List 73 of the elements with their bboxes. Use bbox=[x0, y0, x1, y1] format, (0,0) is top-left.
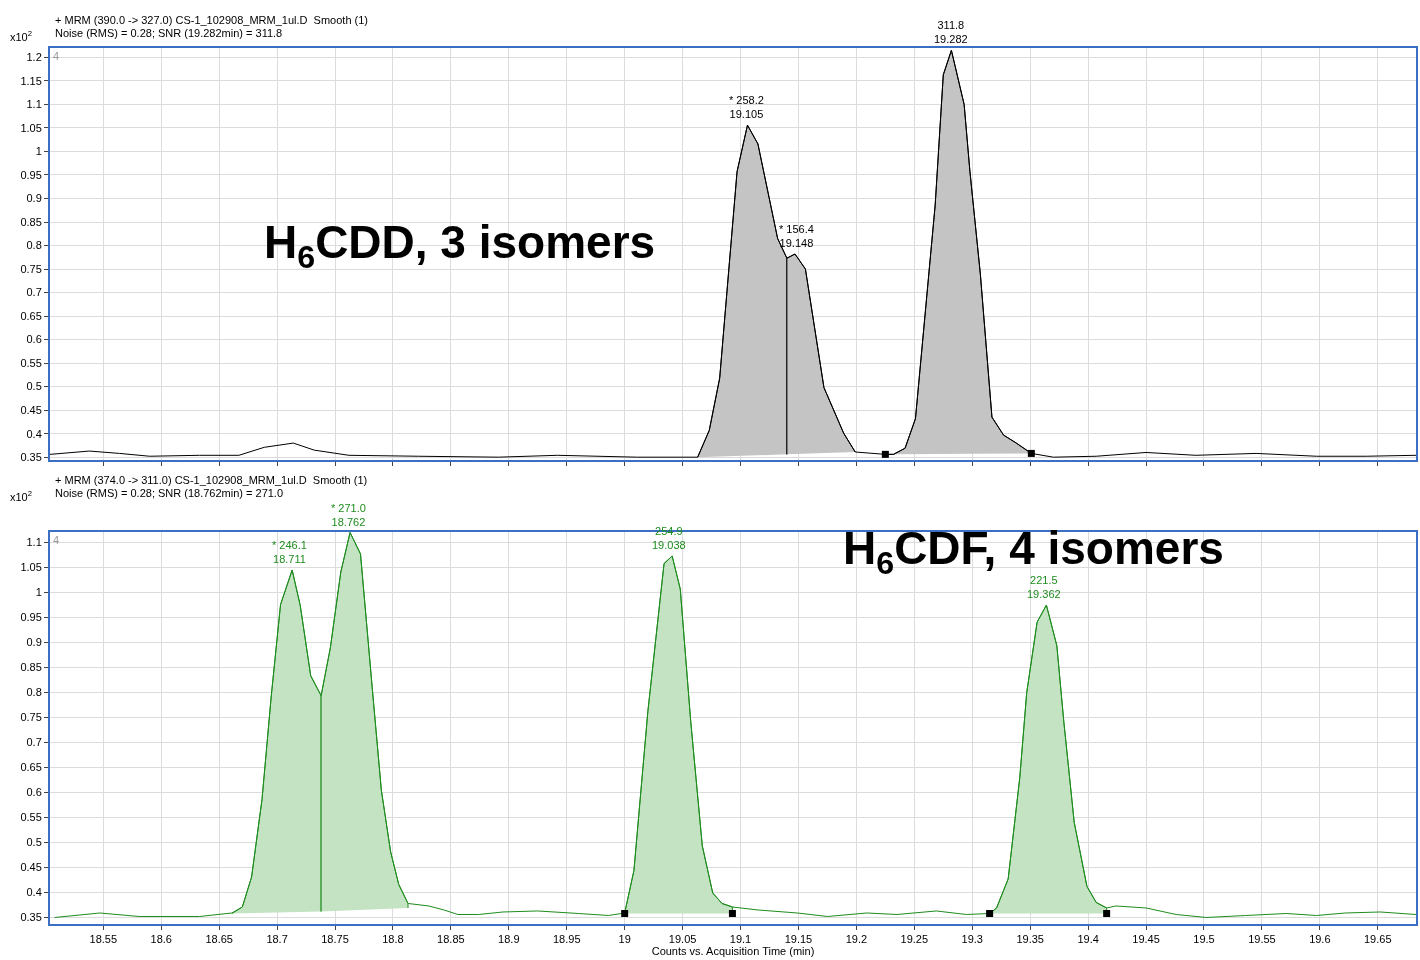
y-tick-label: 0.45 bbox=[20, 861, 42, 874]
annotation: * 258.2 19.105 bbox=[729, 94, 764, 121]
x-tick-label: 19.55 bbox=[1248, 933, 1276, 946]
x-tick-label: 19.4 bbox=[1077, 933, 1099, 946]
y-tick-label: 0.55 bbox=[20, 811, 42, 824]
y-tick-label: 1 bbox=[35, 145, 42, 158]
x-tick-label: 19.1 bbox=[729, 933, 752, 946]
y-tick-label: 0.8 bbox=[26, 239, 42, 252]
y-tick-label: 0.75 bbox=[20, 711, 42, 724]
x-tick-label: 19.15 bbox=[784, 933, 813, 946]
x-tick-label: 18.8 bbox=[382, 933, 404, 946]
x-tick-label: 18.85 bbox=[437, 933, 465, 946]
y-axis-title: x10$^{2}$ bbox=[10, 489, 33, 503]
y-tick-label: 1.15 bbox=[20, 74, 42, 87]
y-tick-label: 0.4 bbox=[26, 427, 42, 440]
x-tick-label: 18.65 bbox=[205, 933, 233, 946]
y-tick-label: 0.5 bbox=[26, 836, 42, 849]
y-tick-label: 0.6 bbox=[26, 333, 42, 346]
y-tick-label: 0.7 bbox=[26, 736, 42, 749]
x-tick-label: 18.7 bbox=[266, 933, 288, 946]
x-tick-label: 18.95 bbox=[552, 933, 581, 946]
annotation: 4 bbox=[53, 50, 60, 62]
y-tick-label: 1.1 bbox=[26, 98, 42, 111]
annotation: 221.5 19.362 bbox=[1027, 574, 1061, 601]
chart-title: + MRM (374.0 -> 311.0) CS-1_102908_MRM_1ul.D Smooth (1) bbox=[55, 474, 368, 486]
x-tick-label: 19.35 bbox=[1016, 933, 1044, 946]
y-tick-label: 0.9 bbox=[26, 192, 42, 205]
y-tick-label: 0.7 bbox=[26, 286, 42, 299]
y-tick-label: 0.55 bbox=[20, 356, 42, 369]
chart-title: + MRM (390.0 -> 327.0) CS-1_102908_MRM_1ul.D Smooth (1) bbox=[55, 14, 369, 26]
y-axis-title: x10$^{2}$ bbox=[10, 29, 33, 43]
annotation: H$_{6}$CDD, 3 isomers bbox=[264, 216, 656, 275]
y-tick-label: 0.9 bbox=[26, 635, 42, 648]
annotation: * 156.4 19.148 bbox=[779, 223, 814, 250]
x-axis-title: Counts vs. Acquisition Time (min) bbox=[651, 945, 815, 958]
x-tick-label: 19.25 bbox=[900, 933, 929, 946]
x-tick-label: 18.9 bbox=[498, 933, 520, 946]
y-tick-label: 0.95 bbox=[20, 168, 42, 181]
annotation: 311.8 19.282 bbox=[934, 19, 968, 46]
y-tick-label: 0.95 bbox=[20, 610, 42, 623]
y-tick-label: 1.05 bbox=[20, 121, 42, 134]
y-tick-label: 0.85 bbox=[20, 215, 42, 228]
annotation: 4 bbox=[53, 534, 60, 546]
y-tick-label: 0.45 bbox=[20, 404, 42, 416]
x-tick-label: 19.6 bbox=[1309, 933, 1331, 946]
x-tick-label: 18.6 bbox=[150, 933, 172, 946]
annotation: * 246.1 18.711 bbox=[272, 539, 307, 566]
y-tick-label: 1 bbox=[35, 585, 42, 598]
y-tick-label: 1.2 bbox=[26, 51, 42, 64]
x-tick-label: 19.65 bbox=[1364, 933, 1392, 946]
y-tick-label: 1.05 bbox=[20, 560, 42, 573]
y-tick-label: 0.8 bbox=[26, 686, 42, 699]
x-tick-label: 18.75 bbox=[321, 933, 349, 946]
y-tick-label: 0.4 bbox=[26, 886, 42, 899]
x-tick-label: 19.2 bbox=[845, 933, 868, 946]
y-tick-label: 0.75 bbox=[20, 262, 42, 275]
x-tick-label: 19.45 bbox=[1132, 933, 1160, 946]
y-tick-label: 0.35 bbox=[20, 451, 42, 464]
chart-subtitle: Noise (RMS) = 0.28; SNR (18.762min) = 271.0 bbox=[55, 487, 284, 499]
x-tick-label: 19.5 bbox=[1193, 933, 1215, 946]
y-tick-label: 0.65 bbox=[20, 309, 42, 322]
x-tick-label: 19.3 bbox=[961, 933, 983, 946]
y-tick-label: 0.5 bbox=[26, 380, 42, 393]
chart-subtitle: Noise (RMS) = 0.28; SNR (19.282min) = 311.8 bbox=[55, 27, 283, 39]
y-tick-label: 0.85 bbox=[20, 661, 42, 674]
x-tick-label: 19 bbox=[618, 933, 631, 946]
annotation: * 271.0 18.762 bbox=[331, 502, 366, 529]
y-tick-label: 1.1 bbox=[26, 535, 42, 548]
y-tick-label: 0.6 bbox=[26, 786, 42, 799]
x-tick-label: 19.05 bbox=[668, 933, 697, 946]
y-tick-label: 0.65 bbox=[20, 761, 42, 774]
x-tick-label: 18.55 bbox=[89, 933, 118, 946]
y-tick-label: 0.35 bbox=[20, 911, 42, 924]
